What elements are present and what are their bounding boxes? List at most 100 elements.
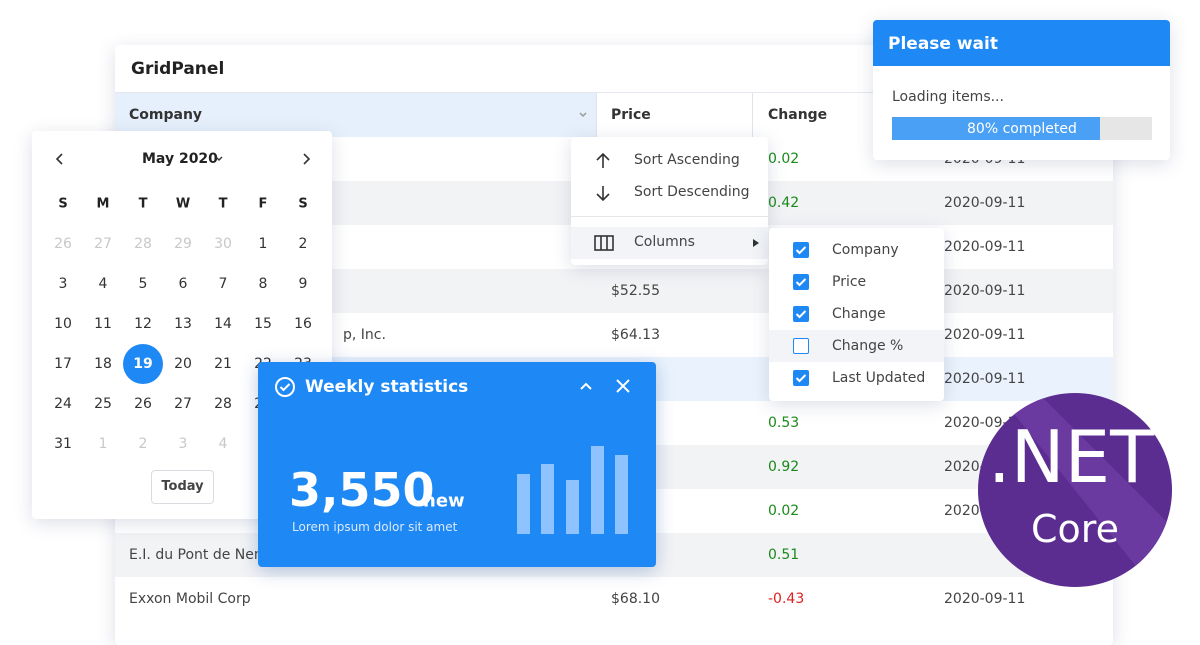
cell-company: p, Inc.: [343, 327, 386, 343]
day[interactable]: 28: [134, 236, 152, 252]
cell-price: $68.10: [611, 591, 660, 607]
day[interactable]: 2: [138, 436, 148, 452]
cell-change: 0.02: [768, 151, 800, 167]
column-option[interactable]: Change %: [832, 338, 904, 354]
day[interactable]: 29: [174, 236, 192, 252]
day[interactable]: 7: [218, 276, 228, 292]
column-menu-icon[interactable]: [577, 109, 589, 121]
day[interactable]: 19: [123, 344, 163, 384]
cell-price: $52.55: [611, 283, 660, 299]
menu-item[interactable]: Sort Descending: [634, 184, 750, 200]
day[interactable]: 11: [94, 316, 112, 332]
progress-label: 80% completed: [967, 121, 1077, 137]
day[interactable]: 12: [134, 316, 152, 332]
day[interactable]: 5: [138, 276, 148, 292]
sparkbars: [517, 446, 628, 534]
column-option[interactable]: Company: [832, 242, 899, 258]
cell-change: -0.43: [768, 591, 805, 607]
day[interactable]: 6: [178, 276, 188, 292]
day[interactable]: 9: [298, 276, 308, 292]
column-option[interactable]: Last Updated: [832, 370, 926, 386]
cell-updated: 2020-09-11: [944, 591, 1026, 607]
day[interactable]: 14: [214, 316, 232, 332]
cell-updated: 2020-09-11: [944, 239, 1026, 255]
check: [795, 374, 807, 383]
column-header[interactable]: Change: [768, 107, 828, 123]
logo-net: .NET: [988, 415, 1155, 499]
prev-month[interactable]: [52, 151, 66, 167]
day[interactable]: 13: [174, 316, 192, 332]
day[interactable]: 30: [214, 236, 232, 252]
loading-popup: Please wait Loading items... 80% complet…: [873, 20, 1170, 160]
menu-item[interactable]: Sort Ascending: [634, 152, 740, 168]
day[interactable]: 25: [94, 396, 112, 412]
close-button[interactable]: [615, 378, 631, 394]
day[interactable]: 20: [174, 356, 192, 372]
day[interactable]: 3: [178, 436, 188, 452]
icon-up: [596, 152, 610, 168]
divider: [752, 93, 753, 137]
day[interactable]: 16: [294, 316, 312, 332]
day[interactable]: 26: [54, 236, 72, 252]
cell-change: 0.53: [768, 415, 800, 431]
day[interactable]: 21: [214, 356, 232, 372]
progress-track: 80% completed: [892, 117, 1152, 140]
submenu-arrow: [753, 239, 759, 247]
checkbox[interactable]: [793, 274, 809, 290]
day[interactable]: 17: [54, 356, 72, 372]
day[interactable]: 24: [54, 396, 72, 412]
logo-core: Core: [1031, 507, 1119, 551]
grid-row[interactable]: Exxon Mobil Corp $68.10 -0.43 2020-09-11: [115, 577, 1113, 621]
day[interactable]: 4: [218, 436, 228, 452]
header-company[interactable]: [115, 93, 596, 137]
cell-price: $64.13: [611, 327, 660, 343]
day[interactable]: 10: [54, 316, 72, 332]
cell-company: E.I. du Pont de Nem: [129, 547, 268, 563]
popup-header: [873, 20, 1170, 66]
next-month[interactable]: [300, 151, 314, 167]
day[interactable]: 26: [134, 396, 152, 412]
checkbox[interactable]: [793, 306, 809, 322]
day[interactable]: 15: [254, 316, 272, 332]
day[interactable]: 1: [258, 236, 268, 252]
column-header[interactable]: Company: [129, 107, 203, 123]
day[interactable]: 3: [58, 276, 68, 292]
checkbox[interactable]: [793, 370, 809, 386]
day[interactable]: 8: [258, 276, 268, 292]
day[interactable]: 18: [94, 356, 112, 372]
cell-change: 0.42: [768, 195, 800, 211]
day[interactable]: 27: [174, 396, 192, 412]
day[interactable]: 1: [98, 436, 108, 452]
context-menu: Sort Ascending Sort Descending Columns: [571, 137, 768, 265]
day[interactable]: 2: [298, 236, 308, 252]
checkbox[interactable]: [793, 338, 809, 354]
day[interactable]: 28: [214, 396, 232, 412]
column-option[interactable]: Price: [832, 274, 867, 290]
progress-fill: [892, 117, 1100, 140]
check: [795, 310, 807, 319]
column-header[interactable]: Price: [611, 107, 651, 123]
checkbox[interactable]: [793, 242, 809, 258]
day[interactable]: 4: [98, 276, 108, 292]
day[interactable]: 27: [94, 236, 112, 252]
month-label[interactable]: May 2020: [142, 151, 218, 167]
column-option[interactable]: Change: [832, 306, 886, 322]
weekday: T: [138, 196, 148, 212]
weekday: T: [218, 196, 228, 212]
cell-updated: 2020-09-11: [944, 371, 1026, 387]
day[interactable]: 31: [54, 436, 72, 452]
loading-message: Loading items...: [892, 89, 1004, 105]
today-button[interactable]: Today: [151, 470, 214, 504]
cell-company: Exxon Mobil Corp: [129, 591, 251, 607]
menu-item[interactable]: Columns: [634, 234, 695, 250]
menu-hover: [571, 227, 768, 259]
check: [795, 246, 807, 255]
weekday: S: [58, 196, 68, 212]
stats-caption: Lorem ipsum dolor sit amet: [292, 520, 458, 534]
check: [795, 278, 807, 287]
cell-updated: 2020-09-11: [944, 327, 1026, 343]
columns-menu: Company Price Change Change % Last Updated: [769, 228, 944, 401]
collapse-button[interactable]: [578, 379, 594, 395]
icon-columns: [594, 235, 614, 251]
cell-change: 0.02: [768, 503, 800, 519]
